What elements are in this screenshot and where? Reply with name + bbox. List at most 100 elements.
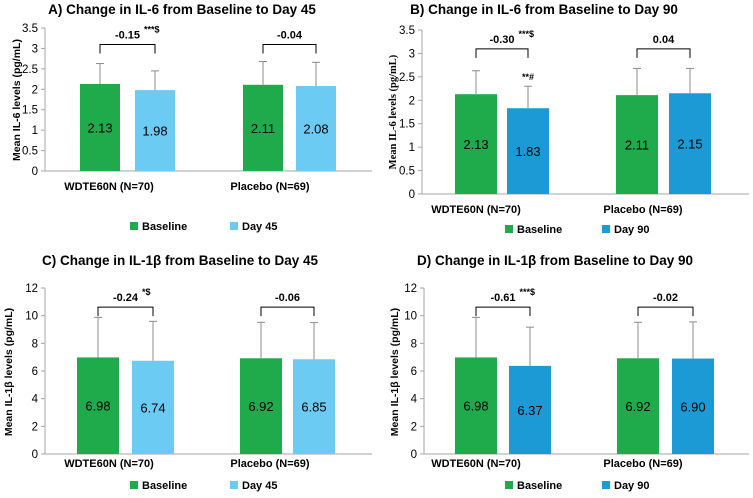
data-label: 2.13 [463, 137, 488, 152]
data-label: 6.98 [85, 399, 110, 414]
legend-swatch [230, 481, 238, 489]
difference-label: 0.04 [653, 34, 675, 46]
data-label: 1.98 [142, 124, 167, 139]
data-label: 6.92 [248, 399, 273, 414]
significance-bracket [260, 306, 315, 317]
y-axis-label: Mean IL-6 levels (pg/mL) [388, 54, 399, 169]
difference-label: -0.24 [113, 292, 139, 304]
bar-day-45 [296, 86, 336, 171]
legend-swatch [230, 222, 238, 230]
y-tick-label: 4 [411, 394, 418, 406]
y-tick-label: 10 [25, 311, 38, 323]
bar-baseline [240, 358, 282, 454]
y-tick-label: 1.5 [22, 105, 38, 117]
data-label: 6.92 [625, 399, 650, 414]
legend-swatch [130, 222, 138, 230]
data-label: 6.37 [517, 403, 542, 418]
difference-label: -0.61 [490, 292, 515, 304]
y-tick-label: 8 [32, 338, 38, 350]
legend-label: Baseline [517, 480, 562, 492]
y-tick-label: 8 [411, 338, 417, 350]
chart-title: B) Change in IL-6 from Baseline to Day 9… [410, 2, 678, 17]
bar-baseline [455, 94, 497, 194]
y-tick-label: 10 [404, 311, 417, 323]
significance-bracket [262, 43, 317, 54]
x-tick-label: Placebo (N=69) [603, 458, 683, 470]
difference-label: -0.15 [115, 29, 140, 41]
data-label: 6.74 [140, 400, 165, 415]
data-label: 6.98 [463, 399, 488, 414]
y-tick-label: 6 [411, 366, 417, 378]
y-tick-label: 12 [404, 283, 417, 295]
chart-title: D) Change in IL-1β from Baseline to Day … [417, 253, 693, 268]
legend-label: Day 90 [614, 480, 649, 492]
y-tick-label: 1 [32, 125, 38, 137]
y-tick-label: 1 [409, 142, 415, 154]
bar-day-90 [507, 108, 549, 194]
chart-title: C) Change in IL-1β from Baseline to Day … [42, 253, 319, 268]
significance-marker: ***$ [520, 287, 536, 297]
significance-marker: *$ [142, 287, 151, 297]
chart-panel-b: B) Change in IL-6 from Baseline to Day 9… [388, 2, 749, 236]
bar-baseline [77, 357, 119, 454]
bar-baseline [617, 358, 659, 454]
x-tick-label: WDTE60N (N=70) [431, 204, 521, 216]
chart-title: A) Change in IL-6 from Baseline to Day 4… [48, 2, 316, 17]
bar-day-45 [132, 360, 174, 454]
difference-label: -0.30 [489, 34, 514, 46]
data-label: 2.08 [303, 122, 328, 137]
significance-bracket [636, 48, 691, 58]
legend-label: Day 45 [242, 480, 277, 492]
legend-swatch [505, 225, 513, 233]
significance-bracket [475, 306, 531, 317]
data-label: 2.11 [625, 138, 649, 153]
difference-label: -0.02 [653, 292, 678, 304]
y-tick-label: 2 [32, 421, 38, 433]
y-tick-label: 3.5 [22, 23, 38, 35]
x-tick-label: Placebo (N=69) [230, 458, 310, 470]
data-label: 2.15 [677, 137, 702, 152]
legend-swatch [602, 481, 610, 489]
x-tick-label: Placebo (N=69) [603, 204, 683, 216]
bar-annotation: **# [522, 72, 534, 82]
chart-panel-a: A) Change in IL-6 from Baseline to Day 4… [11, 2, 372, 233]
y-tick-label: 0 [411, 449, 417, 461]
y-tick-label: 2 [409, 95, 415, 107]
data-label: 2.13 [87, 120, 112, 135]
y-tick-label: 12 [25, 283, 38, 295]
y-tick-label: 6 [32, 366, 38, 378]
significance-bracket [99, 43, 156, 54]
y-tick-label: 0 [32, 166, 38, 178]
y-tick-label: 1.5 [399, 119, 415, 131]
x-tick-label: Placebo (N=69) [230, 181, 310, 193]
data-label: 2.11 [251, 121, 275, 136]
y-axis-label: Mean IL-6 levels (pg/mL) [11, 39, 23, 161]
significance-bracket [475, 48, 529, 58]
y-tick-label: 0.5 [22, 146, 38, 158]
bar-day-90 [669, 93, 711, 194]
y-tick-label: 3.5 [399, 25, 415, 37]
bar-day-90 [672, 358, 714, 454]
bar-day-45 [135, 90, 175, 171]
legend-label: Day 45 [242, 221, 277, 233]
y-tick-label: 2 [32, 84, 38, 96]
significance-bracket [97, 306, 154, 317]
bar-day-90 [509, 365, 551, 454]
y-tick-label: 4 [32, 394, 39, 406]
legend-label: Baseline [142, 480, 187, 492]
y-tick-label: 3 [32, 43, 38, 55]
legend-swatch [130, 481, 138, 489]
data-label: 6.90 [680, 399, 705, 414]
legend-label: Baseline [142, 221, 187, 233]
y-tick-label: 0.5 [399, 166, 415, 178]
x-tick-label: WDTE60N (N=70) [431, 458, 521, 470]
legend-swatch [505, 481, 513, 489]
bar-baseline [80, 83, 120, 171]
y-tick-label: 3 [409, 48, 415, 60]
data-label: 6.85 [301, 400, 326, 415]
x-tick-label: WDTE60N (N=70) [64, 458, 154, 470]
legend-label: Day 90 [614, 224, 649, 236]
significance-marker: ***$ [144, 24, 160, 34]
x-tick-label: WDTE60N (N=70) [64, 181, 154, 193]
